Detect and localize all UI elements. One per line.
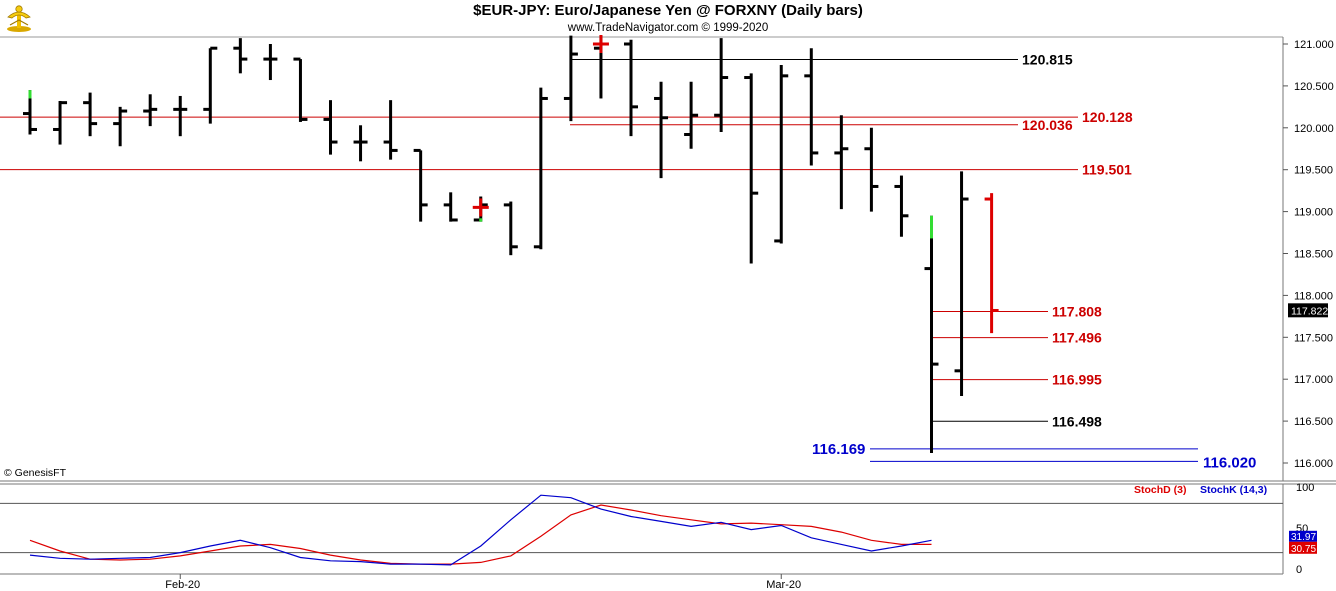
- ohlc-bar: [804, 48, 819, 166]
- ohlc-bar: [774, 64, 789, 244]
- price-tick-label: 117.000: [1294, 374, 1333, 386]
- ohlc-bar: [383, 100, 398, 160]
- stoch-k-value-box: [1289, 530, 1317, 542]
- ohlc-bar: [233, 38, 248, 74]
- level-label: 116.020: [1203, 454, 1256, 471]
- time-tick-label: Feb-20: [165, 579, 200, 591]
- ohlc-bar: [353, 125, 368, 162]
- ohlc-bar: [744, 73, 759, 264]
- level-label: 117.808: [1052, 303, 1102, 319]
- level-label: 116.169: [812, 441, 865, 458]
- stoch-d-line: [29, 504, 932, 565]
- stoch-d-value: 30.75: [1291, 544, 1316, 555]
- ohlc-bar: [263, 44, 278, 81]
- ohlc-bar: [563, 35, 578, 122]
- ohlc-bar: [143, 94, 158, 127]
- stoch-d-legend: StochD (3): [1134, 484, 1187, 496]
- ohlc-bar: [413, 148, 428, 222]
- ohlc-bar: [83, 92, 98, 137]
- level-label: 120.036: [1022, 117, 1073, 133]
- stoch-tick-label: 0: [1296, 564, 1302, 576]
- ohlc-bar: [533, 87, 548, 250]
- ohlc-bar: [624, 39, 638, 137]
- ohlc-bar: [113, 106, 128, 147]
- ohlc-bar: [503, 201, 518, 256]
- stoch-k-value: 31.97: [1291, 532, 1316, 543]
- price-tick-label: 120.000: [1294, 123, 1334, 135]
- ohlc-bar: [684, 81, 699, 149]
- ohlc-bar: [984, 193, 999, 334]
- copyright-label: © GenesisFT: [4, 467, 67, 479]
- level-label: 116.498: [1052, 413, 1102, 429]
- stoch-k-line: [29, 494, 932, 566]
- last-price-label: 117.822: [1291, 305, 1328, 317]
- ohlc-bar: [714, 38, 729, 132]
- price-tick-label: 119.000: [1294, 207, 1333, 219]
- ohlc-bar: [53, 100, 68, 145]
- level-label: 120.128: [1082, 109, 1133, 125]
- ohlc-bar: [323, 100, 338, 155]
- price-tick-label: 116.500: [1294, 416, 1333, 428]
- level-label: 117.496: [1052, 330, 1102, 346]
- ohlc-bar: [443, 192, 458, 222]
- level-label: 120.815: [1022, 52, 1073, 68]
- ohlc-bar: [834, 115, 849, 210]
- level-label: 116.995: [1052, 372, 1102, 388]
- ohlc-bar: [654, 81, 669, 179]
- chart-subtitle: www.TradeNavigator.com © 1999-2020: [567, 22, 769, 34]
- price-tick-label: 117.500: [1294, 332, 1333, 344]
- ohlc-bar: [924, 215, 939, 453]
- ohlc-bar: [954, 171, 969, 396]
- ohlc-bar: [894, 175, 909, 237]
- price-tick-label: 121.000: [1294, 39, 1334, 51]
- last-price-box: [1288, 303, 1328, 318]
- price-tick-label: 116.000: [1294, 458, 1333, 470]
- ohlc-bar: [173, 95, 188, 137]
- price-tick-label: 118.500: [1294, 249, 1333, 261]
- navigator-trophy-icon: [4, 3, 34, 38]
- chart-title: $EUR-JPY: Euro/Japanese Yen @ FORXNY (Da…: [473, 2, 863, 19]
- time-tick-label: Mar-20: [766, 579, 801, 591]
- ohlc-bar: [203, 46, 218, 124]
- ohlc-bar: [864, 127, 879, 212]
- price-tick-label: 119.500: [1294, 165, 1333, 177]
- level-label: 119.501: [1082, 162, 1132, 178]
- ohlc-bar: [293, 57, 308, 122]
- stoch-d-value-box: [1289, 541, 1317, 554]
- stoch-k-legend: StochK (14,3): [1200, 484, 1267, 496]
- stoch-tick-label: 100: [1296, 482, 1314, 494]
- price-tick-label: 118.000: [1294, 290, 1333, 302]
- price-tick-label: 120.500: [1294, 81, 1334, 93]
